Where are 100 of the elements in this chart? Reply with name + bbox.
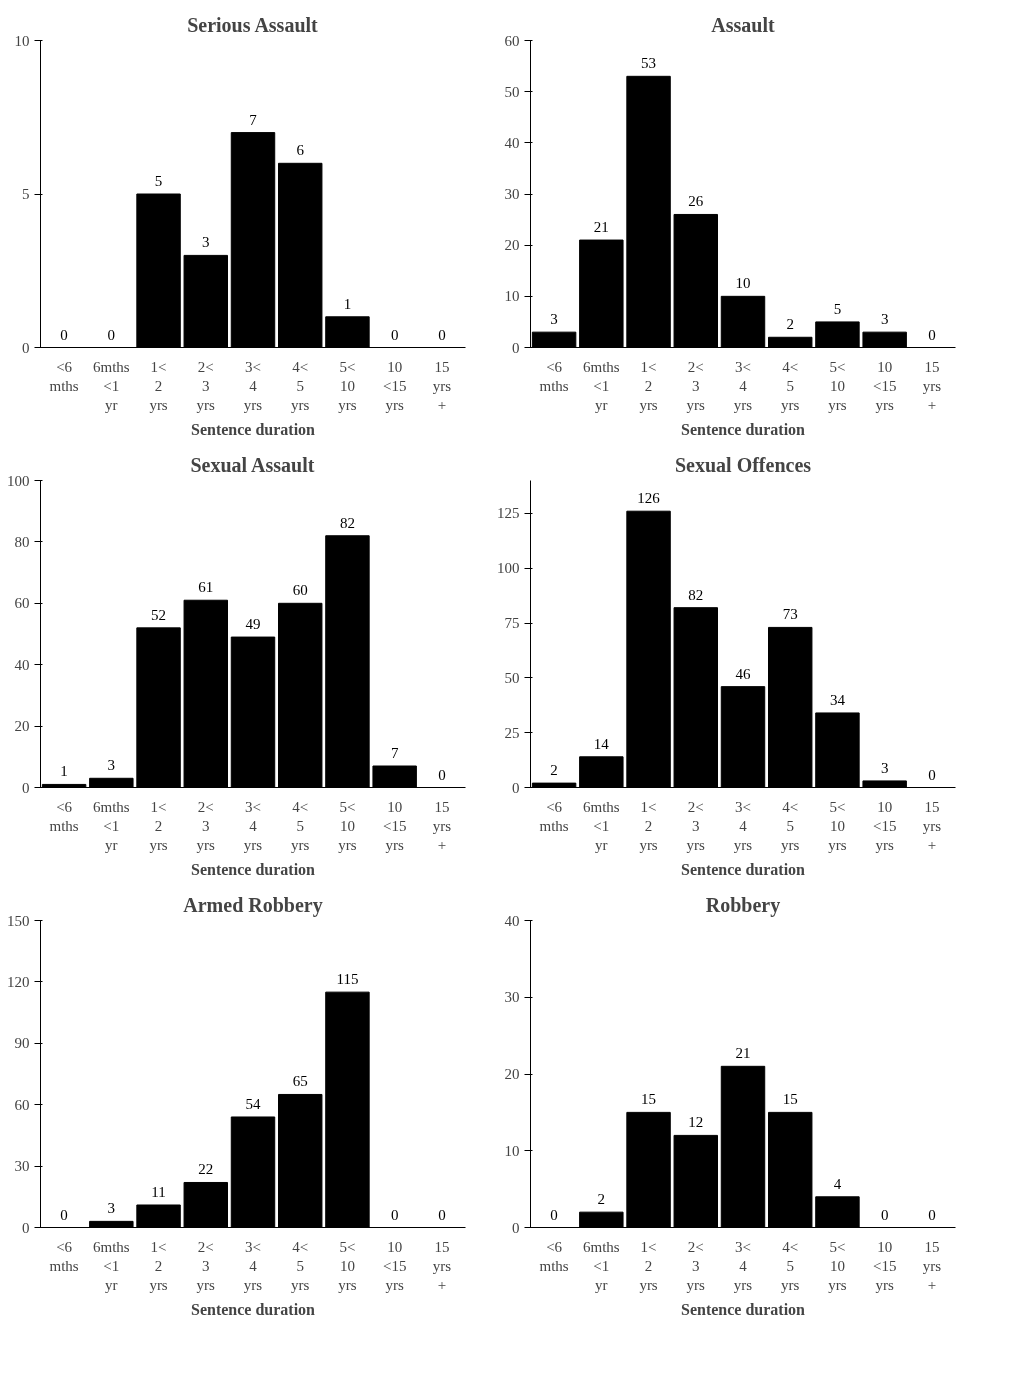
y-tick-label: 0 bbox=[512, 1219, 520, 1236]
data-label: 0 bbox=[438, 326, 446, 343]
y-tick-label: 0 bbox=[22, 1219, 30, 1236]
x-tick-label: <6 mths bbox=[539, 798, 569, 834]
chart-title: Serious Assault bbox=[187, 13, 319, 36]
data-label: 54 bbox=[245, 1095, 261, 1112]
y-tick-label: 0 bbox=[512, 779, 520, 796]
y-tick-label: 60 bbox=[14, 595, 30, 612]
data-label: 26 bbox=[688, 193, 704, 210]
y-tick-label: 40 bbox=[504, 134, 520, 151]
x-tick-label: 3< 4 yrs bbox=[733, 798, 753, 853]
data-label: 15 bbox=[782, 1091, 798, 1108]
x-tick-label: 6mths <1 yr bbox=[583, 358, 620, 413]
data-label: 1 bbox=[343, 295, 352, 312]
x-axis-title: Sentence duration bbox=[191, 1300, 316, 1318]
data-label: 7 bbox=[249, 111, 258, 128]
x-tick-label: 2< 3 yrs bbox=[686, 358, 706, 413]
x-tick-label: 1< 2 yrs bbox=[639, 798, 658, 853]
data-label: 73 bbox=[782, 606, 798, 623]
x-axis-title: Sentence duration bbox=[681, 1300, 806, 1318]
y-tick-label: 80 bbox=[14, 533, 30, 550]
x-axis-title: Sentence duration bbox=[191, 420, 316, 438]
x-tick-label: 10 <15 yrs bbox=[872, 1238, 897, 1293]
data-label: 0 bbox=[60, 326, 68, 343]
data-label: 3 bbox=[107, 757, 116, 774]
x-tick-label: 2< 3 yrs bbox=[686, 1238, 706, 1293]
x-tick-label: 10 <15 yrs bbox=[382, 1238, 407, 1293]
x-tick-label: 15 yrs + bbox=[432, 798, 452, 853]
chart-title: Assault bbox=[711, 13, 776, 36]
data-label: 5 bbox=[154, 173, 163, 189]
x-tick-label: 6mths <1 yr bbox=[583, 1238, 620, 1293]
x-tick-label: 5< 10 yrs bbox=[828, 798, 847, 853]
data-label: 3 bbox=[880, 759, 889, 776]
y-tick-label: 50 bbox=[504, 83, 520, 100]
chart-title: Robbery bbox=[705, 893, 781, 917]
data-label: 3 bbox=[880, 311, 889, 328]
data-label: 52 bbox=[151, 606, 167, 623]
y-tick-label: 75 bbox=[504, 615, 520, 632]
y-tick-label: 40 bbox=[14, 656, 30, 673]
data-label: 0 bbox=[928, 1206, 936, 1223]
y-tick-label: 0 bbox=[22, 339, 30, 356]
y-tick-label: 125 bbox=[497, 505, 520, 522]
x-tick-label: <6 mths bbox=[539, 358, 569, 394]
data-label: 3 bbox=[107, 1200, 116, 1217]
x-tick-label: <6 mths bbox=[49, 798, 79, 834]
y-tick-label: 25 bbox=[504, 724, 520, 741]
y-tick-label: 0 bbox=[22, 779, 30, 796]
data-label: 82 bbox=[339, 514, 355, 531]
x-tick-label: 10 <15 yrs bbox=[382, 798, 407, 853]
x-tick-label: 4< 5 yrs bbox=[291, 358, 310, 413]
y-tick-label: 40 bbox=[504, 912, 520, 929]
data-label: 10 bbox=[735, 275, 751, 292]
x-tick-label: 2< 3 yrs bbox=[686, 798, 706, 853]
x-axis-title: Sentence duration bbox=[681, 860, 806, 878]
y-tick-label: 5 bbox=[22, 186, 30, 202]
y-tick-label: 20 bbox=[14, 718, 30, 735]
x-tick-label: 6mths <1 yr bbox=[93, 798, 130, 853]
data-label: 0 bbox=[928, 326, 936, 343]
data-label: 60 bbox=[292, 582, 308, 599]
data-label: 53 bbox=[641, 55, 657, 72]
y-tick-label: 50 bbox=[504, 669, 520, 686]
y-tick-label: 30 bbox=[504, 989, 520, 1006]
y-tick-label: 30 bbox=[504, 186, 520, 202]
x-tick-label: 5< 10 yrs bbox=[828, 358, 847, 413]
data-label: 61 bbox=[198, 579, 214, 596]
x-tick-label: 6mths <1 yr bbox=[93, 1238, 130, 1293]
x-tick-label: 15 yrs + bbox=[922, 1238, 942, 1293]
x-tick-label: 5< 10 yrs bbox=[338, 1238, 357, 1293]
data-label: 3 bbox=[550, 311, 558, 328]
x-tick-label: 1< 2 yrs bbox=[149, 1238, 168, 1293]
data-label: 0 bbox=[928, 766, 936, 783]
data-label: 82 bbox=[688, 586, 704, 603]
y-tick-label: 90 bbox=[14, 1035, 30, 1052]
data-label: 2 bbox=[597, 1191, 606, 1208]
data-label: 22 bbox=[198, 1161, 214, 1178]
data-label: 0 bbox=[390, 1206, 399, 1223]
data-label: 11 bbox=[151, 1183, 166, 1200]
data-label: 21 bbox=[735, 1045, 751, 1062]
x-tick-label: 3< 4 yrs bbox=[733, 1238, 753, 1293]
x-tick-label: <6 mths bbox=[539, 1238, 569, 1274]
y-tick-label: 100 bbox=[497, 560, 520, 577]
y-tick-label: 60 bbox=[14, 1096, 30, 1113]
chart-title: Armed Robbery bbox=[183, 893, 323, 917]
x-tick-label: 1< 2 yrs bbox=[639, 1238, 658, 1293]
data-label: 0 bbox=[880, 1206, 889, 1223]
x-tick-label: 1< 2 yrs bbox=[149, 798, 168, 853]
x-tick-label: 5< 10 yrs bbox=[338, 358, 357, 413]
data-label: 12 bbox=[688, 1114, 704, 1131]
data-label: 0 bbox=[550, 1206, 558, 1223]
x-axis-title: Sentence duration bbox=[191, 860, 316, 878]
chart-title: Sexual Assault bbox=[190, 453, 315, 476]
data-label: 0 bbox=[438, 766, 446, 783]
x-tick-label: 15 yrs + bbox=[922, 798, 942, 853]
x-axis-title: Sentence duration bbox=[681, 420, 806, 438]
y-tick-label: 120 bbox=[7, 973, 30, 990]
x-tick-label: 15 yrs + bbox=[432, 358, 452, 413]
data-label: 49 bbox=[245, 616, 261, 633]
data-label: 21 bbox=[593, 219, 609, 236]
data-label: 0 bbox=[438, 1206, 446, 1223]
data-label: 2 bbox=[550, 762, 558, 779]
